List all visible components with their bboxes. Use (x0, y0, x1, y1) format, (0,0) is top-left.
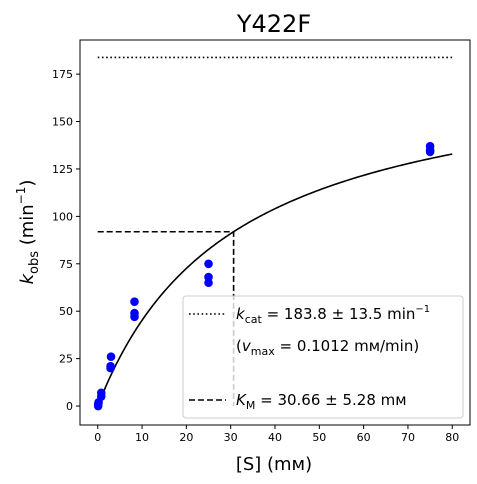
y-tick-label: 100 (52, 210, 73, 223)
data-point (425, 141, 435, 151)
legend-vmax-label: (vmax = 0.1012 mм/min) (236, 337, 419, 358)
y-tick-label: 150 (52, 116, 73, 129)
legend-vmax-sub: max (251, 345, 275, 358)
y-tick-label: 75 (59, 258, 73, 271)
y-tick-label: 175 (52, 68, 73, 81)
y-axis-label-rest: (min (17, 204, 38, 251)
x-tick-label: 50 (312, 431, 326, 444)
legend-kcat-main: k (236, 305, 246, 323)
data-point (130, 308, 139, 318)
legend-box (182, 295, 464, 419)
legend-km-rest: = 30.66 ± 5.28 mм (255, 391, 406, 409)
y-axis-label-sub: obs (27, 251, 42, 274)
y-axis-label-main: k (17, 272, 38, 284)
legend-kcat-label: kcat = 183.8 ± 13.5 min−1 (236, 304, 430, 326)
fit-curve (96, 153, 453, 407)
legend-km-sub: M (246, 399, 256, 412)
y-tick-label: 50 (59, 305, 73, 318)
legend-kcat-sub: cat (245, 313, 263, 326)
chart-title: Y422F (236, 10, 311, 38)
legend-kcat-sup: −1 (415, 304, 430, 315)
y-axis-ticks: 0 25 50 75 100 125 150 175 (52, 68, 80, 413)
x-tick-label: 0 (94, 431, 101, 444)
legend-vmax-rest: = 0.1012 mм/min) (275, 337, 419, 355)
x-tick-label: 40 (268, 431, 282, 444)
x-axis-ticks: 0 10 20 30 40 50 60 70 80 (94, 425, 459, 444)
legend-km-main: K (236, 391, 247, 409)
x-tick-label: 10 (135, 431, 149, 444)
x-tick-label: 80 (445, 431, 459, 444)
data-point (106, 361, 115, 371)
legend: kcat = 183.8 ± 13.5 min−1 (vmax = 0.1012… (182, 295, 464, 419)
data-point (106, 352, 116, 362)
y-axis-label-close: ) (17, 180, 38, 187)
legend-vmax-main: v (242, 337, 252, 355)
x-tick-label: 30 (224, 431, 238, 444)
legend-km-label: KM = 30.66 ± 5.28 mм (236, 391, 407, 412)
x-axis-label: [S] (mм) (236, 454, 312, 475)
data-point (204, 259, 213, 269)
legend-kcat-rest: = 183.8 ± 13.5 min (262, 305, 416, 323)
data-points (93, 141, 435, 411)
y-axis-label-sup: −1 (14, 187, 28, 205)
y-tick-label: 0 (66, 400, 73, 413)
data-point (204, 272, 213, 282)
y-axis-label: kobs (min−1) (14, 180, 42, 285)
x-tick-label: 60 (357, 431, 371, 444)
x-tick-label: 20 (179, 431, 193, 444)
x-tick-label: 70 (401, 431, 415, 444)
y-tick-label: 125 (52, 163, 73, 176)
data-point (96, 388, 106, 398)
legend-vmax-open: ( (236, 337, 242, 355)
y-tick-label: 25 (59, 353, 73, 366)
data-point (130, 297, 139, 307)
